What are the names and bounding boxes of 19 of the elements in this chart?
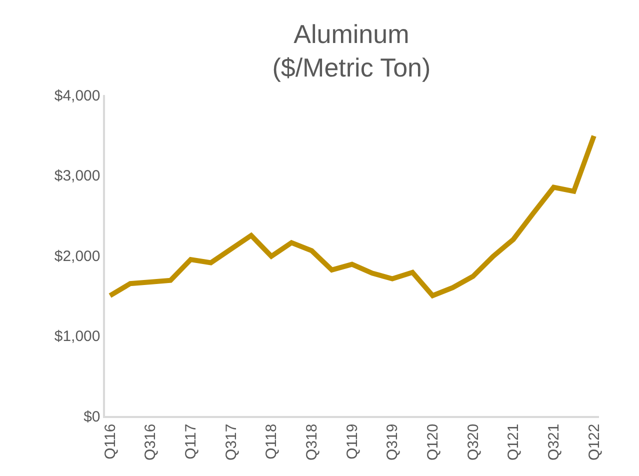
chart-title: Aluminum ($/Metric Ton) [272,18,431,83]
y-tick-label: $0 [84,408,100,426]
x-tick-label: Q317 [222,424,240,460]
y-tick-label: $4,000 [54,87,100,104]
x-tick-label: Q116 [102,424,119,460]
x-tick-label: Q320 [464,424,482,460]
x-tick-label: Q321 [546,424,563,460]
x-tick-label: Q319 [384,424,402,460]
x-tick-label: Q117 [182,424,200,460]
x-tick-label: Q121 [505,424,522,460]
y-tick-label: $2,000 [54,248,100,265]
y-tick-label: $1,000 [54,328,100,345]
x-tick-label: Q120 [424,424,442,460]
y-tick-label: $3,000 [54,168,100,184]
x-tick-label: Q122 [586,424,603,460]
x-tick-label: Q316 [142,424,160,460]
x-tick-label: Q318 [304,424,321,460]
x-tick-label: Q119 [344,424,361,460]
x-tick-label: Q118 [263,424,280,460]
